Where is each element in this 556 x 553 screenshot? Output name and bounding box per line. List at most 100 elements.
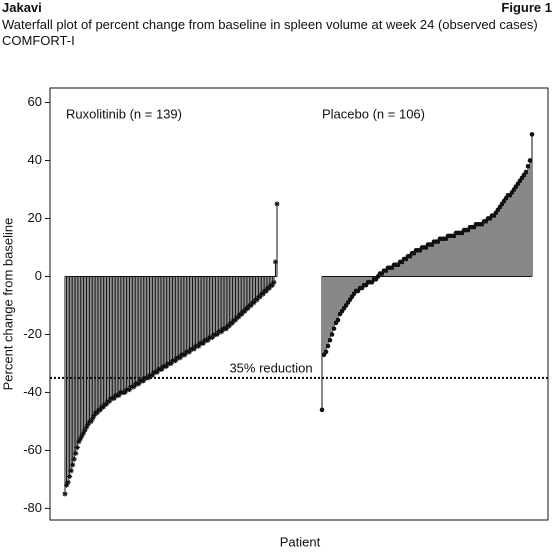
marker <box>168 360 174 367</box>
marker <box>159 366 165 372</box>
bar <box>136 276 142 387</box>
marker <box>226 323 232 329</box>
marker <box>63 482 70 488</box>
y-tick-label: -20 <box>23 326 42 341</box>
y-tick-label: 40 <box>28 152 42 167</box>
bar <box>327 276 333 343</box>
bar <box>191 276 197 352</box>
marker <box>85 421 91 427</box>
marker <box>136 381 142 387</box>
bar <box>63 276 70 488</box>
marker <box>266 285 272 291</box>
y-tick-label: 0 <box>35 268 42 283</box>
marker <box>74 444 80 451</box>
bar <box>223 276 229 332</box>
bar <box>226 276 232 329</box>
reference-label-bg <box>222 360 320 376</box>
marker <box>529 132 535 137</box>
bar <box>83 276 90 430</box>
bar <box>70 276 76 468</box>
bar <box>245 276 251 311</box>
bar <box>235 276 242 320</box>
bar <box>62 276 68 497</box>
marker <box>126 386 133 393</box>
marker <box>73 450 79 456</box>
marker <box>272 259 279 265</box>
bar <box>272 259 279 277</box>
marker <box>186 349 193 355</box>
marker <box>527 158 533 163</box>
bar <box>154 276 160 375</box>
marker <box>83 424 90 430</box>
marker <box>68 468 74 474</box>
bar <box>214 276 220 338</box>
marker <box>163 363 169 369</box>
bar <box>76 276 82 445</box>
bar <box>168 276 174 367</box>
marker <box>214 331 220 338</box>
marker <box>111 395 117 401</box>
y-axis-label: Percent change from baseline <box>0 218 15 391</box>
bar <box>177 276 183 361</box>
marker <box>239 311 245 317</box>
marker <box>79 433 85 439</box>
marker <box>80 430 87 436</box>
bar <box>523 169 529 277</box>
bar <box>80 276 87 436</box>
marker <box>100 404 107 410</box>
marker <box>223 326 229 332</box>
marker <box>182 352 188 358</box>
bar <box>271 276 277 285</box>
marker <box>140 378 146 384</box>
bar <box>149 276 156 378</box>
bar <box>229 276 236 326</box>
marker <box>331 326 337 331</box>
marker <box>177 355 183 361</box>
plot-frame <box>49 87 549 521</box>
marker <box>260 291 266 297</box>
bar <box>77 276 83 442</box>
marker <box>131 384 137 390</box>
marker <box>70 462 76 468</box>
bar <box>163 276 169 369</box>
bar <box>90 276 96 422</box>
bar <box>274 201 280 277</box>
marker <box>269 282 275 288</box>
marker <box>205 337 211 343</box>
bar <box>71 276 77 462</box>
header: Jakavi Figure 1 <box>2 0 552 15</box>
marker <box>263 288 269 294</box>
bar <box>205 276 211 343</box>
bar <box>85 276 91 427</box>
y-tick-label: 20 <box>28 210 42 225</box>
marker <box>191 346 197 352</box>
legend-label: Ruxolitinib (n = 139) <box>66 106 182 121</box>
bar <box>122 276 128 396</box>
y-tick-label: -40 <box>23 384 42 399</box>
marker <box>242 308 248 314</box>
bar <box>209 276 216 340</box>
y-tick-label: -60 <box>23 442 42 457</box>
y-tick-label: 60 <box>28 94 42 109</box>
bar <box>173 276 179 364</box>
marker <box>76 439 82 445</box>
bar <box>140 276 146 384</box>
marker <box>200 340 206 346</box>
bar <box>79 276 85 439</box>
bar <box>106 276 113 404</box>
marker <box>319 407 325 413</box>
marker <box>62 491 68 497</box>
bar <box>97 276 103 413</box>
bar <box>239 276 245 317</box>
marker <box>523 169 529 175</box>
marker <box>274 201 280 207</box>
bar <box>331 276 337 331</box>
marker <box>323 349 329 355</box>
marker <box>77 436 83 442</box>
marker <box>232 317 239 323</box>
bar <box>329 276 335 337</box>
bar <box>319 276 325 413</box>
bar <box>196 276 202 349</box>
bar <box>529 132 535 277</box>
